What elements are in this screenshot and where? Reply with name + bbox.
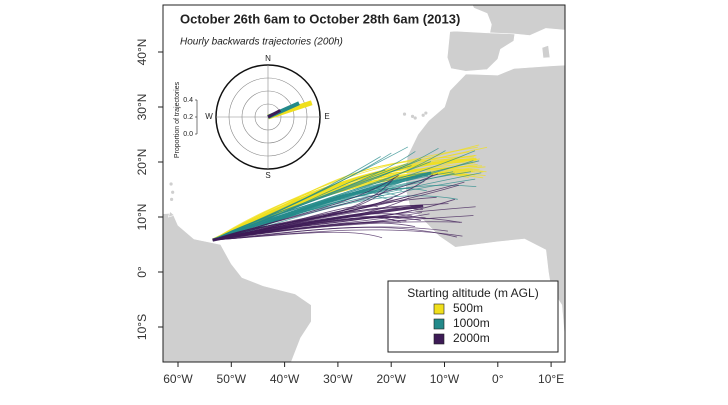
rose-scale-label: 0.0: [183, 131, 193, 138]
trajectory: [212, 146, 409, 241]
x-tick-label: 50°W: [217, 372, 247, 386]
legend-label: 500m: [453, 301, 483, 315]
landmass: [163, 212, 312, 362]
island: [421, 113, 425, 117]
y-tick-label: 40°N: [135, 39, 149, 66]
map-frame: [162, 4, 566, 363]
land: [163, 5, 565, 362]
trajectory-mean: [212, 171, 432, 242]
legend-label: 1000m: [453, 316, 490, 330]
landmass: [541, 44, 551, 59]
island: [402, 112, 407, 116]
subtitle: Hourly backwards trajectories (200h): [180, 37, 343, 48]
island: [171, 190, 175, 194]
y-tick-label: 10°S: [135, 314, 149, 340]
axes: 60°W 50°W 40°W 30°W 20°W 10°W 0° 10°E 40°N 30°N 20…: [135, 39, 564, 387]
rose-direction: N: [265, 54, 271, 63]
island: [169, 182, 173, 186]
x-tick-label: 10°W: [430, 372, 460, 386]
rose-direction: E: [324, 112, 329, 121]
title: October 26th 6am to October 28th 6am (20…: [180, 11, 460, 26]
rose-scale-label: 0.2: [183, 114, 193, 121]
y-tick-label: 0°: [135, 266, 149, 278]
trajectory-mean: [211, 157, 477, 242]
landmass: [471, 5, 565, 36]
trajectory: [212, 226, 448, 241]
legend-swatch: [433, 318, 445, 330]
y-tick-label: 30°N: [135, 94, 149, 121]
island: [170, 197, 174, 201]
island: [424, 111, 428, 115]
island: [410, 114, 415, 118]
rose-petal: [267, 109, 282, 119]
legend-box: [387, 280, 559, 353]
x-tick-label: 40°W: [270, 372, 300, 386]
y-tick-label: 10°N: [135, 204, 149, 231]
landmass: [167, 210, 175, 218]
x-tick-label: 20°W: [376, 372, 406, 386]
x-tick-label: 60°W: [163, 372, 193, 386]
legend-swatch: [433, 303, 445, 315]
x-tick-label: 0°: [492, 372, 504, 386]
landmass: [446, 30, 516, 72]
trajectory-mean: [212, 204, 424, 242]
x-tick-label: 30°W: [323, 372, 353, 386]
island: [413, 116, 417, 120]
trajectory: [212, 151, 470, 241]
rose-direction: S: [265, 171, 270, 180]
trajectories: [211, 144, 488, 242]
legend-swatch: [433, 333, 445, 345]
landmass: [405, 64, 565, 345]
rose-direction: W: [205, 112, 213, 121]
rose-scale-label: 0.4: [183, 97, 193, 104]
rose-axis-label: Proportion of trajectories: [174, 81, 181, 158]
y-tick-label: 20°N: [135, 149, 149, 176]
legend-label: 2000m: [453, 331, 490, 345]
x-tick-label: 10°E: [538, 372, 564, 386]
trajectory: [212, 184, 459, 241]
legend-title: Starting altitude (m AGL): [407, 286, 538, 300]
trajectory: [212, 231, 383, 241]
